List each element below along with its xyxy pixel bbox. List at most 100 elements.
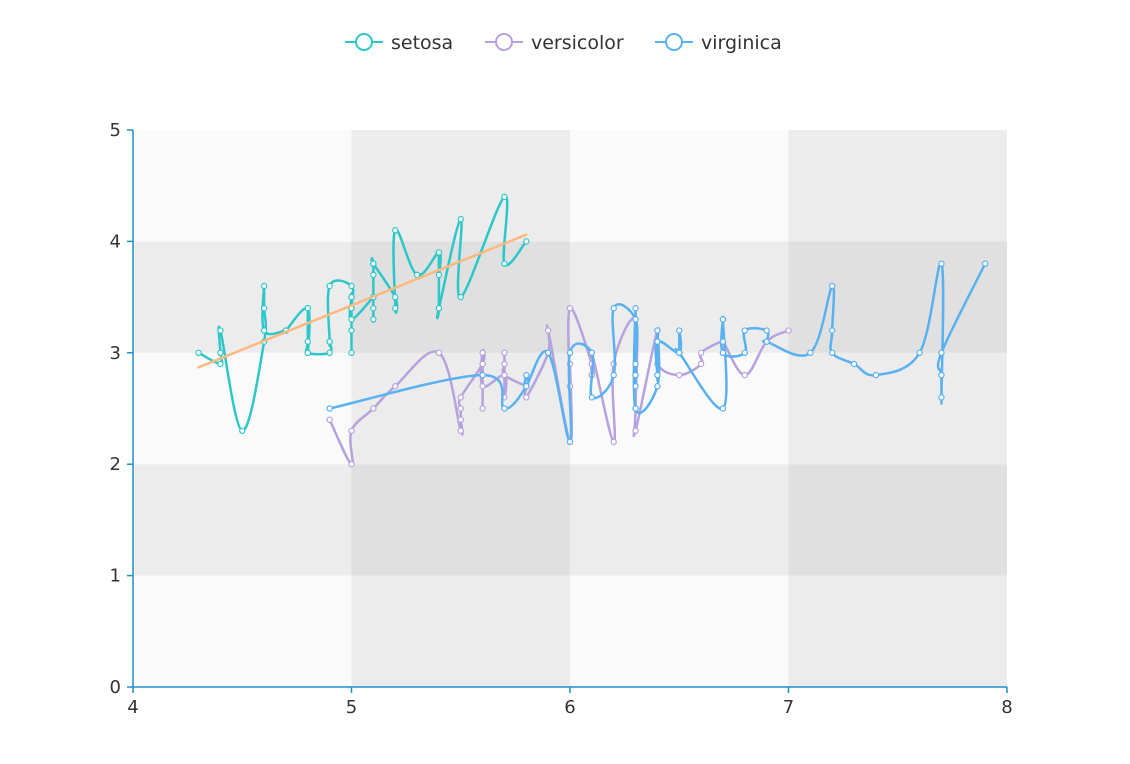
data-point-virginica[interactable] bbox=[981, 260, 989, 267]
data-point-setosa[interactable] bbox=[392, 293, 399, 301]
data-point-versicolor[interactable] bbox=[785, 327, 792, 334]
data-point-versicolor[interactable] bbox=[370, 405, 377, 412]
data-point-setosa[interactable] bbox=[370, 305, 377, 312]
data-point-setosa[interactable] bbox=[217, 349, 224, 356]
data-point-virginica[interactable] bbox=[872, 371, 880, 379]
data-point-virginica[interactable] bbox=[829, 282, 836, 290]
data-point-virginica[interactable] bbox=[719, 405, 727, 412]
data-point-setosa[interactable] bbox=[392, 227, 399, 234]
data-point-versicolor[interactable] bbox=[501, 360, 508, 368]
data-point-setosa[interactable] bbox=[304, 338, 311, 345]
data-point-virginica[interactable] bbox=[719, 338, 727, 345]
data-point-versicolor[interactable] bbox=[610, 438, 617, 446]
data-point-versicolor[interactable] bbox=[348, 461, 355, 468]
data-point-setosa[interactable] bbox=[195, 349, 202, 356]
data-point-versicolor[interactable] bbox=[741, 371, 749, 379]
data-point-setosa[interactable] bbox=[457, 215, 464, 223]
data-point-setosa[interactable] bbox=[435, 271, 443, 279]
data-point-setosa[interactable] bbox=[260, 305, 268, 312]
data-point-virginica[interactable] bbox=[938, 371, 945, 379]
data-point-setosa[interactable] bbox=[326, 282, 333, 290]
data-point-setosa[interactable] bbox=[501, 193, 508, 201]
data-point-virginica[interactable] bbox=[654, 383, 661, 390]
data-point-virginica[interactable] bbox=[610, 305, 617, 312]
data-point-virginica[interactable] bbox=[676, 349, 683, 356]
data-point-virginica[interactable] bbox=[829, 327, 836, 334]
data-point-virginica[interactable] bbox=[479, 371, 486, 379]
data-point-virginica[interactable] bbox=[610, 371, 617, 379]
data-point-virginica[interactable] bbox=[719, 316, 727, 323]
data-point-setosa[interactable] bbox=[370, 316, 377, 323]
data-point-versicolor[interactable] bbox=[457, 427, 464, 434]
data-point-versicolor[interactable] bbox=[566, 305, 574, 312]
legend-item-virginica[interactable]: virginica bbox=[655, 32, 782, 54]
data-point-setosa[interactable] bbox=[501, 260, 508, 267]
data-point-virginica[interactable] bbox=[850, 360, 858, 368]
data-point-versicolor[interactable] bbox=[435, 349, 443, 356]
data-point-versicolor[interactable] bbox=[479, 405, 486, 412]
data-point-virginica[interactable] bbox=[807, 349, 814, 356]
data-point-setosa[interactable] bbox=[523, 238, 530, 245]
data-point-virginica[interactable] bbox=[676, 327, 683, 334]
data-point-virginica[interactable] bbox=[632, 383, 639, 390]
data-point-versicolor[interactable] bbox=[392, 383, 399, 390]
data-point-setosa[interactable] bbox=[260, 327, 268, 334]
data-point-setosa[interactable] bbox=[348, 349, 355, 356]
data-point-virginica[interactable] bbox=[719, 349, 727, 356]
data-point-setosa[interactable] bbox=[370, 271, 377, 279]
data-point-virginica[interactable] bbox=[741, 327, 749, 334]
data-point-versicolor[interactable] bbox=[457, 416, 464, 423]
data-point-setosa[interactable] bbox=[435, 305, 443, 312]
data-point-virginica[interactable] bbox=[763, 338, 770, 345]
data-point-virginica[interactable] bbox=[741, 349, 749, 356]
data-point-virginica[interactable] bbox=[938, 394, 945, 401]
data-point-setosa[interactable] bbox=[348, 316, 355, 323]
data-point-setosa[interactable] bbox=[370, 260, 377, 267]
data-point-versicolor[interactable] bbox=[632, 427, 639, 434]
data-point-setosa[interactable] bbox=[304, 305, 311, 312]
data-point-virginica[interactable] bbox=[523, 371, 530, 379]
data-point-virginica[interactable] bbox=[632, 316, 639, 323]
data-point-versicolor[interactable] bbox=[479, 349, 486, 356]
data-point-setosa[interactable] bbox=[435, 249, 443, 256]
data-point-setosa[interactable] bbox=[457, 293, 464, 301]
data-point-setosa[interactable] bbox=[326, 349, 333, 356]
data-point-versicolor[interactable] bbox=[523, 394, 530, 401]
data-point-setosa[interactable] bbox=[304, 349, 311, 356]
data-point-versicolor[interactable] bbox=[697, 360, 705, 368]
data-point-setosa[interactable] bbox=[260, 282, 268, 290]
data-point-virginica[interactable] bbox=[501, 405, 508, 412]
data-point-setosa[interactable] bbox=[348, 293, 355, 301]
data-point-versicolor[interactable] bbox=[457, 394, 464, 401]
data-point-virginica[interactable] bbox=[544, 349, 552, 356]
data-point-versicolor[interactable] bbox=[326, 416, 333, 423]
legend-item-versicolor[interactable]: versicolor bbox=[485, 32, 624, 54]
data-point-setosa[interactable] bbox=[239, 427, 246, 434]
data-point-versicolor[interactable] bbox=[457, 405, 464, 412]
data-point-setosa[interactable] bbox=[392, 305, 399, 312]
data-point-virginica[interactable] bbox=[763, 327, 770, 334]
data-point-versicolor[interactable] bbox=[676, 371, 683, 379]
data-point-virginica[interactable] bbox=[632, 305, 639, 312]
data-point-virginica[interactable] bbox=[632, 360, 639, 368]
data-point-virginica[interactable] bbox=[523, 383, 530, 390]
data-point-versicolor[interactable] bbox=[501, 349, 508, 356]
data-point-versicolor[interactable] bbox=[479, 360, 486, 368]
legend[interactable]: setosa versicolor virginica bbox=[345, 32, 782, 54]
data-point-setosa[interactable] bbox=[348, 282, 355, 290]
data-point-versicolor[interactable] bbox=[501, 371, 508, 379]
data-point-versicolor[interactable] bbox=[479, 383, 486, 390]
data-point-virginica[interactable] bbox=[632, 371, 639, 379]
data-point-versicolor[interactable] bbox=[697, 349, 705, 356]
data-point-versicolor[interactable] bbox=[348, 427, 355, 434]
data-point-virginica[interactable] bbox=[566, 438, 574, 446]
data-point-virginica[interactable] bbox=[654, 338, 661, 345]
data-point-virginica[interactable] bbox=[654, 371, 661, 379]
data-point-virginica[interactable] bbox=[588, 394, 596, 401]
data-point-virginica[interactable] bbox=[632, 405, 639, 412]
data-point-setosa[interactable] bbox=[217, 360, 224, 368]
data-point-virginica[interactable] bbox=[916, 349, 923, 356]
data-point-virginica[interactable] bbox=[326, 405, 333, 412]
legend-item-setosa[interactable]: setosa bbox=[345, 32, 453, 54]
data-point-virginica[interactable] bbox=[588, 349, 596, 356]
